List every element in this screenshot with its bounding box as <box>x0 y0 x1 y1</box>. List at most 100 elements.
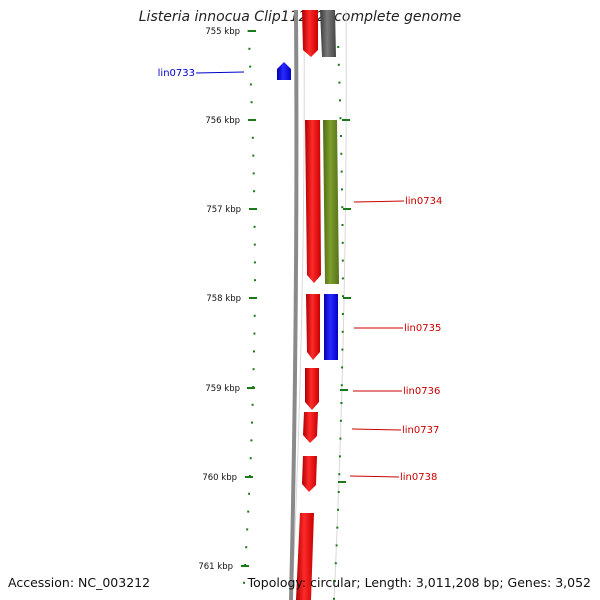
genome-backbone <box>289 9 299 600</box>
ruler-minor-tick <box>341 348 344 351</box>
ruler-minor-tick <box>253 350 255 353</box>
ruler-label: 761 kbp <box>198 562 233 572</box>
ruler-minor-tick <box>249 457 252 460</box>
gene-label-lin0733[interactable]: lin0733 <box>158 68 195 79</box>
ruler-minor-tick <box>250 101 253 104</box>
ruler-major-tick <box>340 389 348 391</box>
ruler-minor-tick <box>251 403 254 406</box>
cds-feature[interactable] <box>302 10 318 57</box>
cog-feature-gray[interactable] <box>320 10 336 57</box>
cds-feature-lin0735[interactable] <box>306 294 320 360</box>
cog-track <box>320 10 339 360</box>
ruler-major-tick <box>241 565 249 567</box>
ruler-major-tick <box>248 119 256 121</box>
cds-feature-lin0733[interactable] <box>277 62 291 80</box>
ruler-major-tick <box>342 119 350 121</box>
ruler-minor-tick <box>252 154 255 157</box>
ruler-minor-tick <box>253 332 256 335</box>
ruler-minor-tick <box>341 330 344 333</box>
gene-labels: lin0733 lin0734 lin0735 lin0736 lin0737 … <box>158 68 443 483</box>
ruler-major-tick <box>343 297 351 299</box>
cds-feature-lin0736[interactable] <box>305 368 319 410</box>
cds-feature-lin0737[interactable] <box>303 412 318 443</box>
ruler-minor-tick <box>245 546 248 549</box>
ruler-label: 757 kbp <box>206 205 241 215</box>
cog-feature-olive[interactable] <box>323 120 339 284</box>
ruler-minor-tick <box>339 117 342 120</box>
ruler-minor-tick <box>340 152 343 155</box>
leader-line-lin0738 <box>349 475 400 478</box>
ruler-minor-tick <box>341 277 344 280</box>
ruler-minor-tick <box>339 99 341 102</box>
genome-summary-text: Topology: circular; Length: 3,011,208 bp… <box>247 575 591 590</box>
ruler-minor-tick <box>339 135 342 137</box>
label-leaders <box>195 71 405 478</box>
ruler-minor-tick <box>254 279 256 282</box>
ruler-minor-tick <box>253 225 256 228</box>
ruler-major-ticks <box>241 30 351 567</box>
ruler-label: 755 kbp <box>205 27 240 37</box>
leader-line-lin0737 <box>351 428 402 431</box>
ruler-minor-tick <box>341 313 344 315</box>
ruler-minor-tick <box>250 439 253 442</box>
ruler-labels: 755 kbp 756 kbp 757 kbp 758 kbp 759 kbp … <box>198 27 241 572</box>
ruler-label: 759 kbp <box>205 384 240 394</box>
right-ruler-ticks <box>333 46 344 600</box>
ruler-major-tick <box>249 297 257 299</box>
gene-label-lin0738[interactable]: lin0738 <box>400 472 437 483</box>
ruler-minor-tick <box>341 206 344 209</box>
ruler-minor-tick <box>341 366 344 369</box>
ruler-major-tick <box>338 481 346 483</box>
ruler-minor-tick <box>338 81 341 84</box>
ruler-minor-tick <box>342 295 344 298</box>
left-ruler-ticks <box>243 30 256 584</box>
cds-track <box>296 10 321 600</box>
ruler-minor-tick <box>338 473 341 476</box>
gene-label-lin0734[interactable]: lin0734 <box>405 196 442 207</box>
ruler-minor-tick <box>337 46 340 48</box>
ruler-label: 758 kbp <box>206 294 241 304</box>
ruler-minor-tick <box>340 402 343 404</box>
ruler-minor-tick <box>339 437 342 440</box>
gene-label-lin0737[interactable]: lin0737 <box>402 425 439 436</box>
ruler-minor-tick <box>340 384 343 387</box>
gene-label-lin0735[interactable]: lin0735 <box>404 323 441 334</box>
ruler-major-tick <box>249 208 257 210</box>
gene-label-lin0736[interactable]: lin0736 <box>403 386 440 397</box>
cds-feature[interactable] <box>296 513 314 600</box>
ruler-major-tick <box>343 208 351 210</box>
ruler-minor-tick <box>336 526 339 529</box>
ruler-major-tick <box>247 387 255 389</box>
ruler-minor-tick <box>252 368 255 371</box>
ruler-label: 756 kbp <box>205 116 240 126</box>
ruler-minor-tick <box>251 421 253 424</box>
leader-line-lin0733 <box>195 71 245 74</box>
cds-feature-lin0738[interactable] <box>302 456 317 492</box>
ruler-minor-tick <box>341 259 344 262</box>
ruler-minor-tick <box>333 597 335 600</box>
ruler-minor-tick <box>253 314 256 317</box>
ruler-minor-tick <box>337 491 340 493</box>
cog-feature-blue[interactable] <box>324 294 338 360</box>
ruler-minor-tick <box>337 508 339 511</box>
ruler-minor-tick <box>251 136 254 139</box>
ruler-minor-tick <box>248 492 251 495</box>
inner-guide-ring <box>291 9 305 600</box>
cds-feature-lin0734[interactable] <box>305 120 321 283</box>
ruler-label: 760 kbp <box>202 473 237 483</box>
ruler-minor-tick <box>335 544 338 547</box>
ruler-minor-tick <box>339 419 342 422</box>
ruler-minor-tick <box>253 261 256 264</box>
ruler-minor-tick <box>252 172 255 175</box>
ruler-minor-tick <box>341 188 343 191</box>
ruler-minor-tick <box>338 455 341 458</box>
ruler-minor-tick <box>337 63 340 66</box>
outer-guide-ring <box>333 9 347 600</box>
ruler-minor-tick <box>248 47 251 50</box>
accession-text: Accession: NC_003212 <box>8 575 151 590</box>
leader-line-lin0734 <box>353 200 405 203</box>
ruler-minor-tick <box>246 528 249 531</box>
ruler-minor-tick <box>253 190 256 193</box>
